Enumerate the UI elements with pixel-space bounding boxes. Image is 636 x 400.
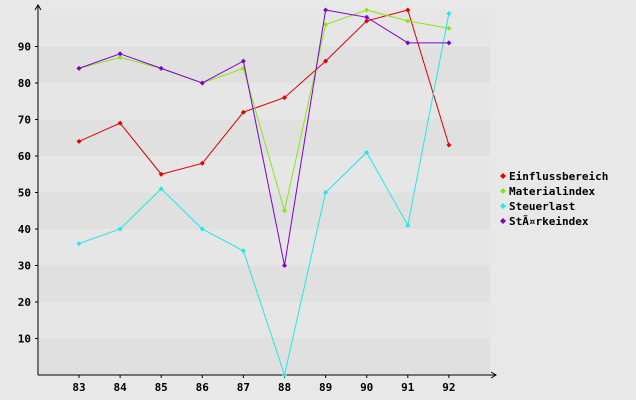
data-point-marker bbox=[117, 54, 123, 60]
legend-marker-icon bbox=[500, 173, 506, 179]
y-axis-arrow-icon bbox=[34, 4, 42, 11]
data-point-marker bbox=[446, 25, 452, 31]
data-point-marker bbox=[158, 65, 164, 71]
grid-band bbox=[39, 265, 490, 302]
grid-band bbox=[39, 46, 490, 83]
y-tick-label: 30 bbox=[18, 260, 31, 273]
grid-band bbox=[39, 229, 490, 266]
data-point-marker bbox=[323, 7, 329, 13]
x-tick-label: 83 bbox=[72, 381, 85, 394]
data-point-marker bbox=[76, 65, 82, 71]
axes bbox=[34, 4, 497, 379]
data-point-marker bbox=[282, 208, 287, 214]
data-point-marker bbox=[323, 190, 329, 195]
legend: Einflussbereich Materialindex Steuerlast St… bbox=[500, 170, 608, 228]
data-point-marker bbox=[199, 80, 205, 86]
grid-band bbox=[39, 192, 490, 229]
series-line bbox=[78, 9, 449, 266]
data-point-marker bbox=[199, 226, 205, 232]
x-tick-label: 88 bbox=[278, 381, 291, 394]
series-steuerlast bbox=[76, 11, 452, 378]
y-tick-label: 70 bbox=[18, 114, 31, 127]
data-point-marker bbox=[446, 40, 452, 46]
y-tick-label: 80 bbox=[18, 77, 31, 90]
y-tick-label: 50 bbox=[18, 187, 31, 200]
data-point-marker bbox=[117, 51, 123, 57]
data-point-marker bbox=[364, 14, 370, 20]
grid-band bbox=[39, 302, 490, 339]
data-point-marker bbox=[364, 149, 370, 155]
data-point-marker bbox=[405, 222, 411, 228]
data-point-marker bbox=[76, 241, 82, 247]
data-point-marker bbox=[76, 138, 82, 144]
x-axis-ticks: 83 84 85 86 87 88 89 90 91 92 bbox=[72, 375, 456, 394]
x-tick-label: 87 bbox=[237, 381, 250, 394]
data-point-marker bbox=[282, 372, 287, 378]
y-tick-label: 90 bbox=[18, 41, 31, 54]
series-line bbox=[78, 9, 449, 211]
x-axis-arrow-icon bbox=[490, 371, 497, 379]
data-point-marker bbox=[405, 7, 411, 13]
data-point-marker bbox=[364, 18, 370, 24]
x-tick-label: 92 bbox=[442, 381, 455, 394]
legend-marker-icon bbox=[500, 218, 506, 224]
data-point-marker bbox=[405, 18, 411, 24]
data-point-marker bbox=[240, 58, 246, 64]
series-st-rkeindex bbox=[76, 7, 452, 268]
legend-marker-icon bbox=[500, 188, 506, 194]
grid-band bbox=[39, 10, 490, 47]
data-point-marker bbox=[446, 142, 452, 148]
data-point-marker bbox=[199, 160, 205, 166]
grid-band bbox=[39, 338, 490, 375]
y-tick-label: 20 bbox=[18, 296, 31, 309]
data-point-marker bbox=[323, 58, 329, 64]
y-tick-label: 40 bbox=[18, 223, 31, 236]
data-point-marker bbox=[282, 95, 287, 101]
x-tick-label: 85 bbox=[155, 381, 168, 394]
data-point-marker bbox=[282, 263, 287, 268]
legend-label: Materialindex bbox=[509, 185, 595, 198]
grid-band bbox=[39, 156, 490, 193]
plot-background-bands bbox=[39, 10, 490, 375]
data-point-marker bbox=[158, 186, 164, 192]
y-tick-label: 60 bbox=[18, 150, 31, 163]
x-tick-label: 90 bbox=[360, 381, 373, 394]
data-point-marker bbox=[364, 7, 370, 13]
x-tick-label: 89 bbox=[319, 381, 332, 394]
legend-label: StÃ¤rkeindex bbox=[509, 215, 589, 228]
data-point-marker bbox=[240, 109, 246, 115]
data-point-marker bbox=[240, 248, 246, 254]
data-point-marker bbox=[117, 226, 123, 232]
data-point-marker bbox=[117, 120, 123, 126]
grid-band bbox=[39, 83, 490, 120]
x-tick-label: 91 bbox=[401, 381, 415, 394]
data-point-marker bbox=[405, 40, 411, 46]
series-line bbox=[78, 13, 450, 377]
x-tick-label: 86 bbox=[196, 381, 210, 394]
x-tick-label: 84 bbox=[113, 381, 127, 394]
series-lines bbox=[76, 7, 452, 378]
y-axis-ticks: 10 20 30 40 50 60 70 80 90 bbox=[18, 41, 38, 346]
y-tick-label: 10 bbox=[18, 333, 31, 346]
data-point-marker bbox=[323, 22, 329, 28]
legend-label: Steuerlast bbox=[509, 200, 575, 213]
legend-marker-icon bbox=[500, 203, 506, 209]
legend-label: Einflussbereich bbox=[509, 170, 608, 183]
data-point-marker bbox=[158, 171, 164, 177]
data-point-marker bbox=[446, 11, 452, 17]
